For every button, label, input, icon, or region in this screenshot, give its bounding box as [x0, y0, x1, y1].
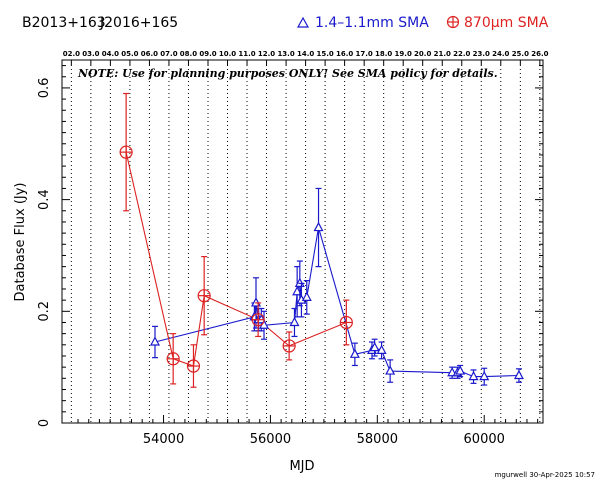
top-axis-label: 09.0: [199, 50, 216, 58]
data-point-triangle: [289, 307, 300, 338]
triangle-marker: [292, 285, 303, 296]
triangle-marker: [301, 291, 312, 301]
top-axis-label: 13.0: [277, 50, 294, 58]
series-points: [119, 92, 524, 388]
top-axis-label: 25.0: [512, 50, 529, 58]
legend-red-label: 870μm SMA: [464, 15, 549, 31]
triangle-marker: [349, 348, 360, 358]
x-tick-label: 60000: [464, 432, 505, 447]
top-axis-label: 22.0: [453, 50, 470, 58]
top-axis-label: 10.0: [219, 50, 236, 58]
triangle-marker: [289, 316, 300, 327]
y-tick-label: 0.4: [37, 189, 52, 210]
data-point-triangle: [479, 367, 490, 386]
data-point-triangle: [349, 342, 360, 367]
triangle-marker: [385, 365, 396, 375]
triangle-marker: [455, 365, 466, 375]
data-point-circle: [166, 333, 180, 385]
triangle-marker: [468, 370, 479, 381]
source-name-1: B2013+163: [22, 15, 106, 31]
legend-blue-label: 1.4–1.1mm SMA: [315, 15, 429, 31]
top-axis-label: 17.0: [356, 50, 373, 58]
data-point-triangle: [385, 359, 396, 383]
data-point-circle: [339, 299, 353, 346]
x-axis: 54000 56000 58000 60000: [77, 415, 539, 447]
data-point-triangle: [376, 341, 387, 360]
data-point-circle: [282, 331, 296, 361]
top-axis-label: 07.0: [160, 50, 177, 58]
planning-note: NOTE: Use for planning purposes ONLY! Se…: [77, 67, 498, 80]
top-axis-label: 11.0: [238, 50, 255, 58]
data-point-triangle: [296, 282, 307, 318]
year-gridlines: [70, 65, 541, 423]
data-point-circle: [197, 255, 211, 336]
top-axis-label: 05.0: [121, 50, 138, 58]
triangle-marker: [513, 369, 524, 380]
top-axis-label: 15.0: [316, 50, 333, 58]
top-axis-label: 21.0: [434, 50, 451, 58]
credit-line: mgurwell 30-Apr-2025 10:57: [495, 471, 595, 479]
top-axis-label: 08.0: [180, 50, 197, 58]
data-point-triangle: [149, 325, 160, 359]
plot-frame: [61, 59, 544, 424]
data-point-triangle: [447, 366, 458, 379]
triangle-marker: [149, 336, 160, 346]
data-point-triangle: [259, 310, 270, 340]
y-tick-label: 0.6: [37, 78, 52, 99]
data-point-triangle: [455, 364, 466, 378]
triangle-marker: [313, 221, 324, 232]
y-tick-label: 0.2: [37, 301, 52, 322]
legend-red: 870μm SMA: [446, 15, 549, 31]
top-axis-label: 26.0: [531, 50, 548, 58]
top-axis-label: 02.0: [63, 50, 80, 58]
top-axis-label: 24.0: [492, 50, 509, 58]
y-axis: 0 0.2 0.4 0.6: [37, 65, 543, 427]
triangle-marker: [369, 341, 380, 352]
x-tick-label: 54000: [143, 432, 184, 447]
data-point-triangle: [468, 369, 479, 384]
data-point-triangle: [513, 368, 524, 383]
data-point-triangle: [313, 187, 324, 268]
top-axis-label: 03.0: [82, 50, 99, 58]
data-point-circle: [119, 92, 133, 212]
data-point-circle: [186, 344, 201, 388]
x-tick-label: 56000: [250, 432, 291, 447]
data-point-triangle: [369, 338, 380, 357]
triangle-marker: [479, 370, 490, 381]
legend-blue: 1.4–1.1mm SMA: [296, 15, 429, 31]
top-axis-label: 04.0: [102, 50, 119, 58]
data-point-triangle: [301, 279, 312, 315]
top-axis-label: 23.0: [473, 50, 490, 58]
x-tick-label: 58000: [357, 432, 398, 447]
x-axis-title: MJD: [289, 459, 314, 474]
top-axis-label: 19.0: [395, 50, 412, 58]
top-axis-label: 16.0: [336, 50, 353, 58]
top-axis-label: 20.0: [414, 50, 431, 58]
source-name-2: J2016+165: [99, 15, 178, 31]
triangle-marker: [376, 344, 387, 354]
legend-triangle-icon: [296, 16, 310, 28]
series-line: [154, 227, 520, 378]
top-axis-label: 18.0: [375, 50, 392, 58]
y-tick-label: 0: [37, 419, 52, 427]
top-axis-label: 12.0: [258, 50, 275, 58]
top-axis-label: 06.0: [141, 50, 158, 58]
series-lines: [125, 151, 520, 378]
top-axis-label: 14.0: [297, 50, 314, 58]
data-point-circle: [251, 302, 265, 338]
top-year-axis: 02.0 03.0 04.0 05.0 06.0 07.0 08.0 09.0 10.0 11.0…: [63, 50, 549, 65]
triangle-marker: [251, 297, 262, 307]
y-axis-title: Database Flux (Jy): [13, 183, 28, 302]
